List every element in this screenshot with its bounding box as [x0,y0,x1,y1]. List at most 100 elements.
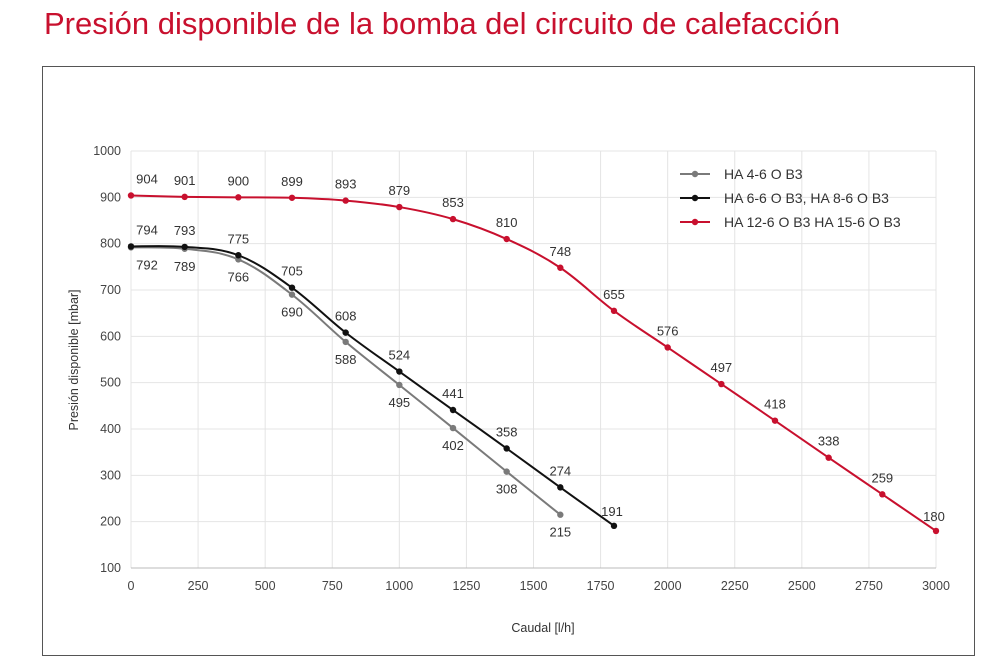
y-tick-label: 1000 [93,144,121,158]
data-point [449,424,457,432]
data-point [235,252,242,259]
data-label: 180 [923,509,945,524]
legend-swatch-marker [691,170,699,178]
data-label: 402 [442,438,464,453]
data-label: 608 [335,309,357,324]
data-label: 879 [388,183,410,198]
legend-swatch-marker [691,218,699,226]
legend-entry: HA 4-6 O B3 [724,166,803,182]
y-tick-label: 500 [100,376,121,390]
y-tick-label: 100 [100,561,121,575]
legend-swatch-marker [691,194,699,202]
data-point [449,215,457,223]
data-label: 655 [603,287,625,302]
data-point [610,307,618,315]
data-label: 792 [136,257,158,272]
data-label: 893 [335,177,357,192]
data-point [610,522,618,530]
data-point [288,284,296,291]
data-label: 705 [281,264,303,279]
data-label: 259 [871,470,893,485]
data-point [288,194,296,201]
data-point [449,406,457,414]
data-point [181,243,188,251]
chart-legend: HA 4-6 O B3 HA 6-6 O B3, HA 8-6 O B3 HA 12… [680,166,901,230]
data-point [342,338,349,346]
data-label: 775 [227,231,249,246]
x-tick-label: 250 [188,579,209,593]
data-point [503,445,510,452]
x-tick-label: 2000 [654,579,682,593]
data-label: 495 [388,395,410,410]
data-point [771,417,779,424]
data-point [932,527,940,535]
data-label: 690 [281,305,303,320]
y-tick-label: 200 [100,515,121,529]
data-point [396,203,403,211]
data-label: 766 [227,269,249,284]
data-label: 308 [496,482,518,497]
data-label: 358 [496,424,518,439]
data-point [396,381,403,389]
data-point [718,380,725,388]
data-label: 418 [764,397,786,412]
data-label: 899 [281,174,303,189]
y-tick-label: 600 [100,329,121,343]
data-point [342,197,349,204]
x-tick-label: 2750 [855,579,883,593]
data-label: 789 [174,259,196,274]
data-point [664,344,671,351]
x-tick-label: 2500 [788,579,816,593]
data-point [825,454,832,461]
data-label: 576 [657,323,679,338]
y-tick-label: 900 [100,190,121,204]
data-point [235,194,242,201]
x-tick-label: 1500 [520,579,548,593]
x-tick-label: 0 [128,579,135,593]
y-tick-label: 400 [100,422,121,436]
data-point [879,491,886,498]
data-label: 524 [388,348,410,363]
data-labels: 792 789 766 690 588 495 402 308 215 794 793 775 705 6… [136,171,945,539]
data-label: 853 [442,195,464,210]
x-tick-label: 1750 [587,579,615,593]
data-point [342,329,349,336]
x-tick-label: 2250 [721,579,749,593]
x-tick-label: 1250 [453,579,481,593]
x-tick-label: 500 [255,579,276,593]
y-tick-label: 700 [100,283,121,297]
page-title: Presión disponible de la bomba del circu… [44,6,841,41]
y-tick-label: 300 [100,468,121,482]
legend-entry: HA 6-6 O B3, HA 8-6 O B3 [724,190,889,206]
data-point [557,264,564,271]
data-point [181,193,188,201]
data-label: 588 [335,352,357,367]
data-label: 904 [136,171,158,186]
x-tick-label: 1000 [385,579,413,593]
data-point [396,368,403,375]
series-line [130,194,937,532]
series-line [130,246,561,516]
chart-series [127,192,940,535]
y-tick-label: 800 [100,237,121,251]
data-point [557,484,564,491]
x-axis-title: Caudal [l/h] [511,621,574,635]
series-line [130,245,615,527]
data-label: 748 [549,244,571,259]
data-label: 441 [442,386,464,401]
data-point [127,243,135,250]
data-label: 497 [710,360,732,375]
data-point [127,192,135,199]
data-label: 794 [136,222,158,237]
y-axis-title: Presión disponible [mbar] [67,289,81,430]
axis-ticks: 100 200 300 400 500 600 700 800 900 1000 0 250 500 75… [93,144,950,593]
data-label: 338 [818,434,840,449]
data-label: 901 [174,173,196,188]
data-label: 900 [227,173,249,188]
data-point [557,511,564,518]
data-label: 810 [496,215,518,230]
data-label: 793 [174,223,196,238]
data-label: 191 [601,504,623,519]
data-label: 215 [549,525,571,540]
